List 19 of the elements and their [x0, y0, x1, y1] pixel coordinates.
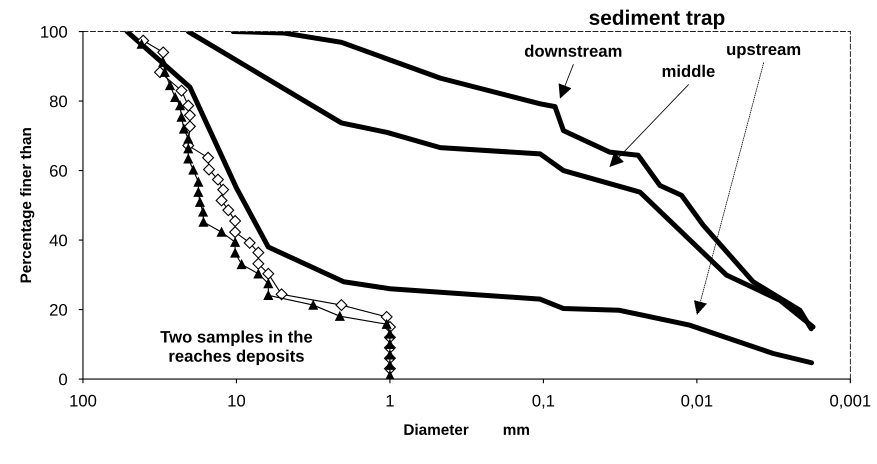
y-tick-label: 40 [50, 234, 68, 246]
x-tick-label: 0,001 [830, 394, 870, 409]
annotation: Two samples in the reaches deposits [160, 330, 312, 366]
x-tick-label: 0,1 [532, 394, 554, 409]
annotation: downstream [524, 44, 622, 57]
x-tick-label: 1 [386, 394, 394, 406]
y-tick-label: 80 [50, 95, 68, 108]
x-tick-label: 0,01 [681, 394, 712, 409]
y-axis-title: Percentage finer than [20, 128, 34, 282]
y-tick-label: 20 [50, 304, 68, 316]
x-tick-label: 10 [228, 394, 246, 407]
y-tick-label: 60 [50, 164, 68, 177]
x-tick-label: 100 [70, 394, 96, 407]
annotation: upstream [727, 44, 800, 58]
y-tick-label: 100 [41, 26, 68, 38]
text: sediment trap [589, 10, 724, 30]
x-axis-title: Diameter mm [404, 424, 529, 436]
y-tick-label: 0 [59, 373, 68, 386]
annotation: middle [662, 64, 715, 78]
